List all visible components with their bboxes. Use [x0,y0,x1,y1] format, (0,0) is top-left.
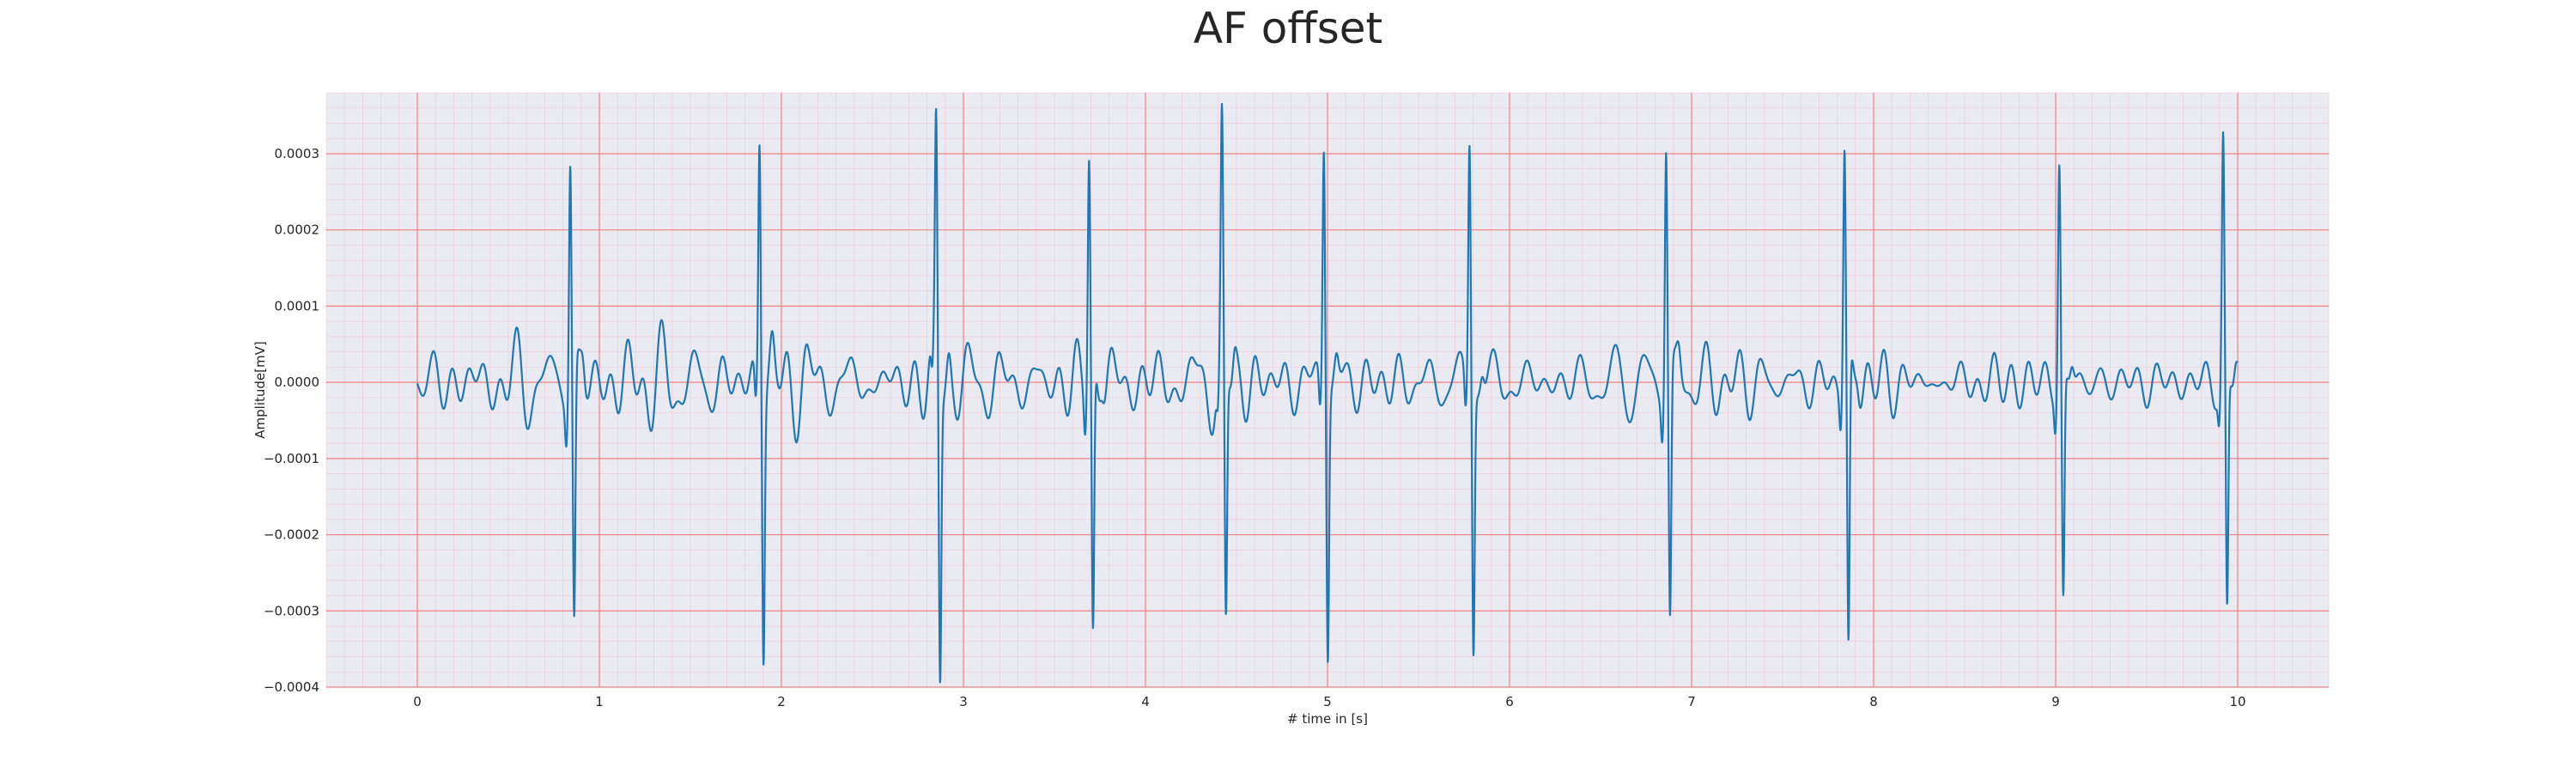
x-tick-label: 7 [1687,694,1696,709]
y-tick-label: −0.0003 [264,603,319,618]
x-tick-label: 4 [1141,694,1150,709]
y-tick-label: 0.0000 [275,374,320,390]
y-tick-label: −0.0002 [264,527,319,543]
y-axis-label: Amplitude[mV] [252,341,268,438]
x-tick-label: 3 [959,694,968,709]
major-grid [326,93,2329,688]
x-tick-label: 9 [2051,694,2060,709]
chart-title: AF offset [1193,3,1383,53]
y-axis-ticks: −0.0004 −0.0003 −0.0002 −0.0001 0.0000 0.0001… [264,146,319,695]
y-tick-label: −0.0001 [264,451,319,466]
ecg-series-line [416,102,2239,684]
x-tick-label: 8 [1869,694,1878,709]
x-axis-label: # time in [s] [1287,711,1368,727]
y-tick-label: −0.0004 [264,679,319,695]
y-tick-label: 0.0001 [275,298,320,313]
x-tick-label: 10 [2229,694,2245,709]
series-layer [416,102,2239,684]
x-tick-label: 6 [1505,694,1514,709]
x-tick-label: 5 [1323,694,1332,709]
x-axis-ticks: 0 1 2 3 4 5 6 7 8 9 10 [413,694,2245,709]
x-tick-label: 1 [595,694,604,709]
y-tick-label: 0.0003 [275,146,320,161]
x-tick-label: 0 [413,694,422,709]
y-tick-label: 0.0002 [275,222,320,238]
x-tick-label: 2 [777,694,786,709]
